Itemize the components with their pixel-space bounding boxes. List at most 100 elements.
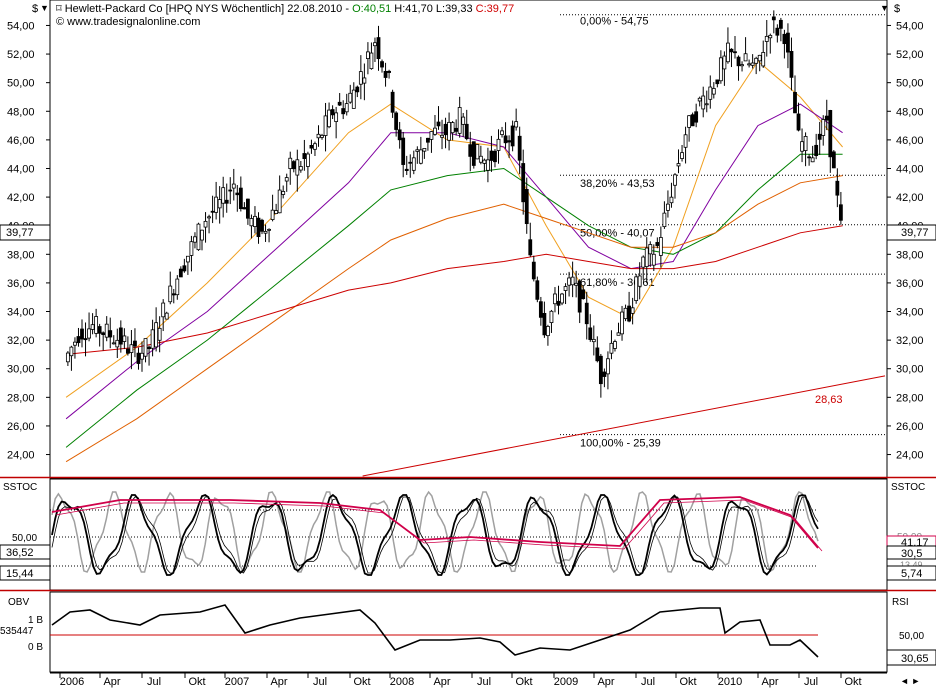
candle-body bbox=[740, 64, 744, 67]
price-unit-left: $ bbox=[32, 3, 38, 15]
price-candles bbox=[65, 10, 843, 398]
time-tick-label: 2008 bbox=[390, 676, 414, 688]
candle-body bbox=[697, 97, 702, 102]
last-price-marker-left bbox=[0, 224, 51, 241]
fib-label: 38,20% - 43,53 bbox=[580, 178, 655, 190]
candle-body bbox=[598, 355, 603, 385]
y-tick-label-right: 50,00 bbox=[896, 78, 924, 90]
last-price-label-left: 39,77 bbox=[6, 227, 34, 239]
candle-body bbox=[323, 115, 328, 136]
candle-body bbox=[168, 285, 173, 303]
y-tick-label-right: 30,00 bbox=[896, 364, 924, 376]
candle-body bbox=[90, 324, 95, 330]
candle-body bbox=[514, 121, 519, 128]
time-tick-label: Apr bbox=[597, 676, 614, 688]
candle-body bbox=[65, 352, 70, 363]
candle-body bbox=[701, 95, 706, 110]
sort-arrow-right-icon[interactable]: ▼ bbox=[880, 3, 889, 13]
candle-body bbox=[651, 253, 656, 266]
y-tick-label-left: 46,00 bbox=[7, 135, 35, 147]
y-tick-label-right: 54,00 bbox=[896, 20, 924, 32]
candle-body bbox=[450, 122, 455, 134]
candle-body bbox=[754, 57, 759, 64]
time-tick-label: Jul bbox=[147, 676, 161, 688]
candle-body bbox=[129, 344, 134, 353]
candle-body bbox=[366, 51, 370, 60]
y-tick-label-right: 28,00 bbox=[896, 392, 924, 404]
chart-header: ⌑ Hewlett-Packard Co [HPQ NYS Wöchentlic… bbox=[56, 3, 515, 15]
candle-body bbox=[69, 346, 74, 357]
candle-body bbox=[193, 236, 197, 243]
candle-body bbox=[517, 135, 522, 161]
candle-body bbox=[556, 300, 561, 306]
trendline-line bbox=[362, 375, 886, 477]
candle-body bbox=[718, 57, 723, 82]
y-tick-label-left: 42,00 bbox=[7, 192, 35, 204]
last-price-label-right: 39,77 bbox=[901, 227, 929, 239]
candle-body bbox=[316, 133, 321, 139]
candle-body bbox=[175, 278, 180, 296]
candle-body bbox=[104, 323, 109, 338]
candle-body bbox=[390, 91, 395, 113]
candle-body bbox=[178, 268, 183, 278]
candle-body bbox=[577, 280, 582, 313]
fib-label: 100,00% - 25,39 bbox=[580, 438, 661, 450]
candle-body bbox=[238, 187, 243, 209]
candle-body bbox=[182, 265, 187, 272]
candle-body bbox=[351, 89, 356, 109]
candle-body bbox=[214, 196, 219, 213]
candle-body bbox=[493, 150, 497, 163]
y-tick-label-left: 54,00 bbox=[7, 20, 35, 32]
candle-body bbox=[627, 305, 631, 322]
candle-body bbox=[563, 286, 568, 291]
candle-body bbox=[711, 88, 716, 95]
candle-body bbox=[111, 342, 116, 345]
candle-body bbox=[253, 215, 257, 227]
candle-body bbox=[581, 289, 586, 300]
candle-body bbox=[574, 282, 579, 286]
time-tick-label: Okt bbox=[353, 676, 370, 688]
candle-body bbox=[778, 19, 783, 29]
candle-body bbox=[729, 48, 734, 53]
candle-body bbox=[810, 157, 815, 163]
candle-body bbox=[507, 140, 511, 143]
candle-body bbox=[796, 113, 801, 131]
candle-body bbox=[76, 336, 81, 344]
candle-body bbox=[510, 125, 515, 147]
time-tick-label: Apr bbox=[433, 676, 450, 688]
candle-body bbox=[768, 34, 773, 39]
candle-body bbox=[690, 114, 695, 127]
candle-body bbox=[433, 127, 437, 135]
candle-body bbox=[567, 277, 571, 286]
stoch-right-value-2: 30,5 bbox=[901, 548, 922, 560]
price-unit-right: $ bbox=[894, 3, 900, 15]
candle-body bbox=[362, 77, 367, 84]
obv-0b-label: 0 B bbox=[28, 642, 43, 653]
candle-body bbox=[531, 261, 536, 280]
price-panel-frame bbox=[49, 0, 888, 479]
time-tick-label: Apr bbox=[761, 676, 778, 688]
time-tick-label: Jul bbox=[477, 676, 491, 688]
candle-body bbox=[715, 79, 720, 85]
stoch-avg2-line bbox=[55, 499, 823, 552]
candle-body bbox=[358, 71, 363, 85]
sort-arrow-left-icon[interactable]: ▼ bbox=[40, 3, 49, 13]
candle-body bbox=[542, 312, 547, 336]
chart-symbol-icon[interactable]: ⌑ bbox=[56, 3, 62, 15]
candle-body bbox=[125, 348, 130, 354]
candle-body bbox=[436, 121, 441, 127]
candle-body bbox=[800, 141, 804, 152]
time-axis-nav-icon[interactable]: ◄ ► bbox=[900, 676, 920, 686]
candle-body bbox=[500, 130, 504, 135]
candle-body bbox=[260, 219, 264, 232]
candle-body bbox=[387, 70, 391, 73]
y-tick-label-left: 36,00 bbox=[7, 278, 35, 290]
candle-body bbox=[185, 255, 190, 263]
candle-body bbox=[443, 123, 448, 136]
obv-1b-label: 1 B bbox=[28, 615, 43, 626]
candle-body bbox=[426, 137, 430, 143]
candle-body bbox=[733, 51, 737, 54]
candle-body bbox=[613, 341, 617, 349]
